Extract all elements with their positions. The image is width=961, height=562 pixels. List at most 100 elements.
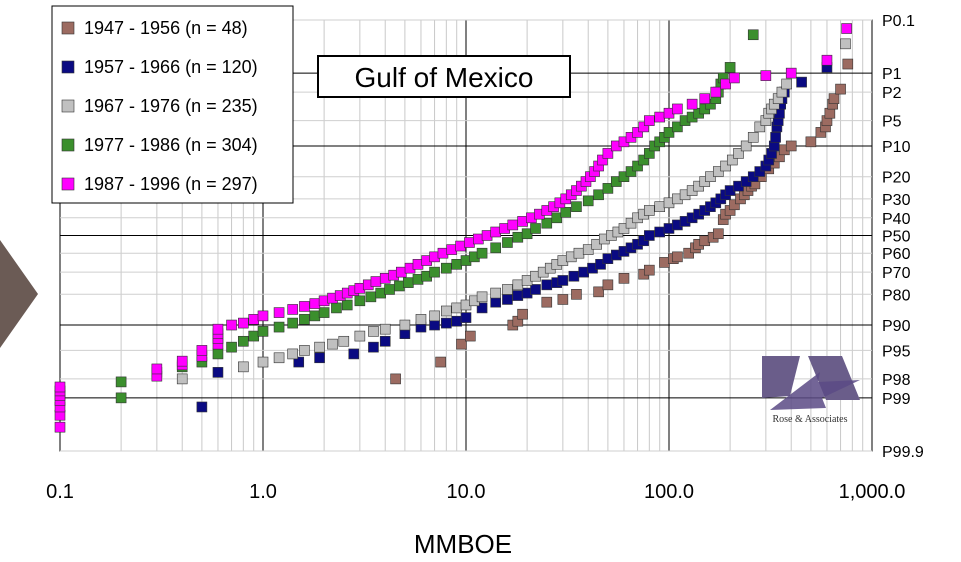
data-point <box>842 58 854 70</box>
data-point <box>551 212 563 224</box>
data-point <box>821 54 833 66</box>
legend-item: 1977 - 1986 (n = 304) <box>61 135 258 155</box>
data-point <box>835 83 846 95</box>
y-tick-label: P10 <box>882 139 911 156</box>
data-point <box>394 280 405 292</box>
data-point <box>796 76 807 88</box>
data-point <box>54 421 66 433</box>
data-point <box>672 121 683 133</box>
data-point <box>490 287 501 299</box>
data-point <box>451 315 463 327</box>
data-point <box>299 314 310 325</box>
data-point <box>644 148 655 159</box>
data-point <box>726 154 738 166</box>
data-point <box>273 352 285 364</box>
data-point <box>632 127 643 138</box>
data-point <box>512 231 524 243</box>
data-point <box>368 341 379 353</box>
data-point <box>541 279 553 291</box>
y-tick-label: P1 <box>882 66 902 83</box>
data-point <box>248 314 260 325</box>
data-point <box>602 183 614 194</box>
data-point <box>176 355 188 367</box>
data-point <box>512 279 524 291</box>
data-point <box>733 148 744 159</box>
data-point <box>729 199 740 211</box>
data-point <box>273 307 285 318</box>
chart-title-box: Gulf of Mexico <box>317 55 571 98</box>
data-point <box>115 392 127 404</box>
data-point <box>582 244 594 255</box>
data-point <box>578 266 589 278</box>
series-1 <box>390 58 854 385</box>
data-point <box>399 319 411 331</box>
data-point <box>441 305 452 317</box>
legend-item: 1957 - 1966 (n = 120) <box>61 57 258 77</box>
data-point <box>446 244 457 255</box>
data-point <box>348 348 360 360</box>
data-point <box>747 132 759 143</box>
data-point <box>659 257 670 268</box>
data-point <box>557 275 569 286</box>
data-point <box>429 319 440 331</box>
data-point <box>663 127 675 138</box>
data-point <box>770 132 781 143</box>
data-point <box>212 323 224 335</box>
legend-item: 1967 - 1976 (n = 235) <box>61 96 258 116</box>
legend-label: 1967 - 1976 (n = 235) <box>84 96 258 116</box>
data-point <box>747 29 759 41</box>
data-point <box>176 373 188 385</box>
data-point <box>490 296 501 308</box>
data-point <box>151 363 163 375</box>
data-point <box>441 317 452 329</box>
data-point <box>490 226 501 238</box>
data-point <box>299 301 310 312</box>
data-point <box>720 78 731 90</box>
x-tick-label: 1,000.0 <box>839 481 906 503</box>
data-point <box>379 335 391 347</box>
y-tick-label: P20 <box>882 170 911 187</box>
data-point <box>710 86 722 98</box>
data-point <box>464 237 475 248</box>
y-tick-label: P99.9 <box>882 444 924 461</box>
data-point <box>379 323 391 335</box>
legend-swatch <box>61 21 75 35</box>
data-point <box>593 286 604 298</box>
data-point <box>571 289 582 300</box>
data-point <box>226 341 237 353</box>
data-point <box>512 290 524 301</box>
data-point <box>593 189 604 201</box>
legend-item: 1947 - 1956 (n = 48) <box>61 18 248 38</box>
data-point <box>713 228 724 240</box>
data-point <box>341 299 353 311</box>
data-point <box>699 93 711 104</box>
data-point <box>724 62 736 73</box>
data-point <box>196 401 208 413</box>
rose-associates-logo: Rose & Associates <box>762 356 860 425</box>
data-point <box>541 217 553 229</box>
legend-box <box>51 5 294 204</box>
data-point <box>238 335 249 347</box>
series-5 <box>54 23 852 433</box>
data-point <box>781 78 792 90</box>
data-point <box>314 341 325 353</box>
data-point <box>403 277 414 288</box>
data-point <box>257 356 269 368</box>
data-point <box>618 273 630 284</box>
data-point <box>805 136 817 148</box>
legend-swatch <box>61 177 75 191</box>
data-point <box>602 148 614 159</box>
data-point <box>54 381 66 393</box>
y-tick-label: P30 <box>882 192 911 209</box>
data-point <box>441 262 452 274</box>
data-point <box>476 291 488 303</box>
data-point <box>212 367 224 378</box>
y-tick-label: P70 <box>882 265 911 282</box>
y-tick-label: P2 <box>882 85 902 102</box>
data-point <box>840 38 851 50</box>
series-3 <box>176 38 851 385</box>
data-point <box>557 294 569 305</box>
data-point <box>309 310 321 322</box>
data-point <box>415 314 427 325</box>
data-point <box>273 321 285 333</box>
